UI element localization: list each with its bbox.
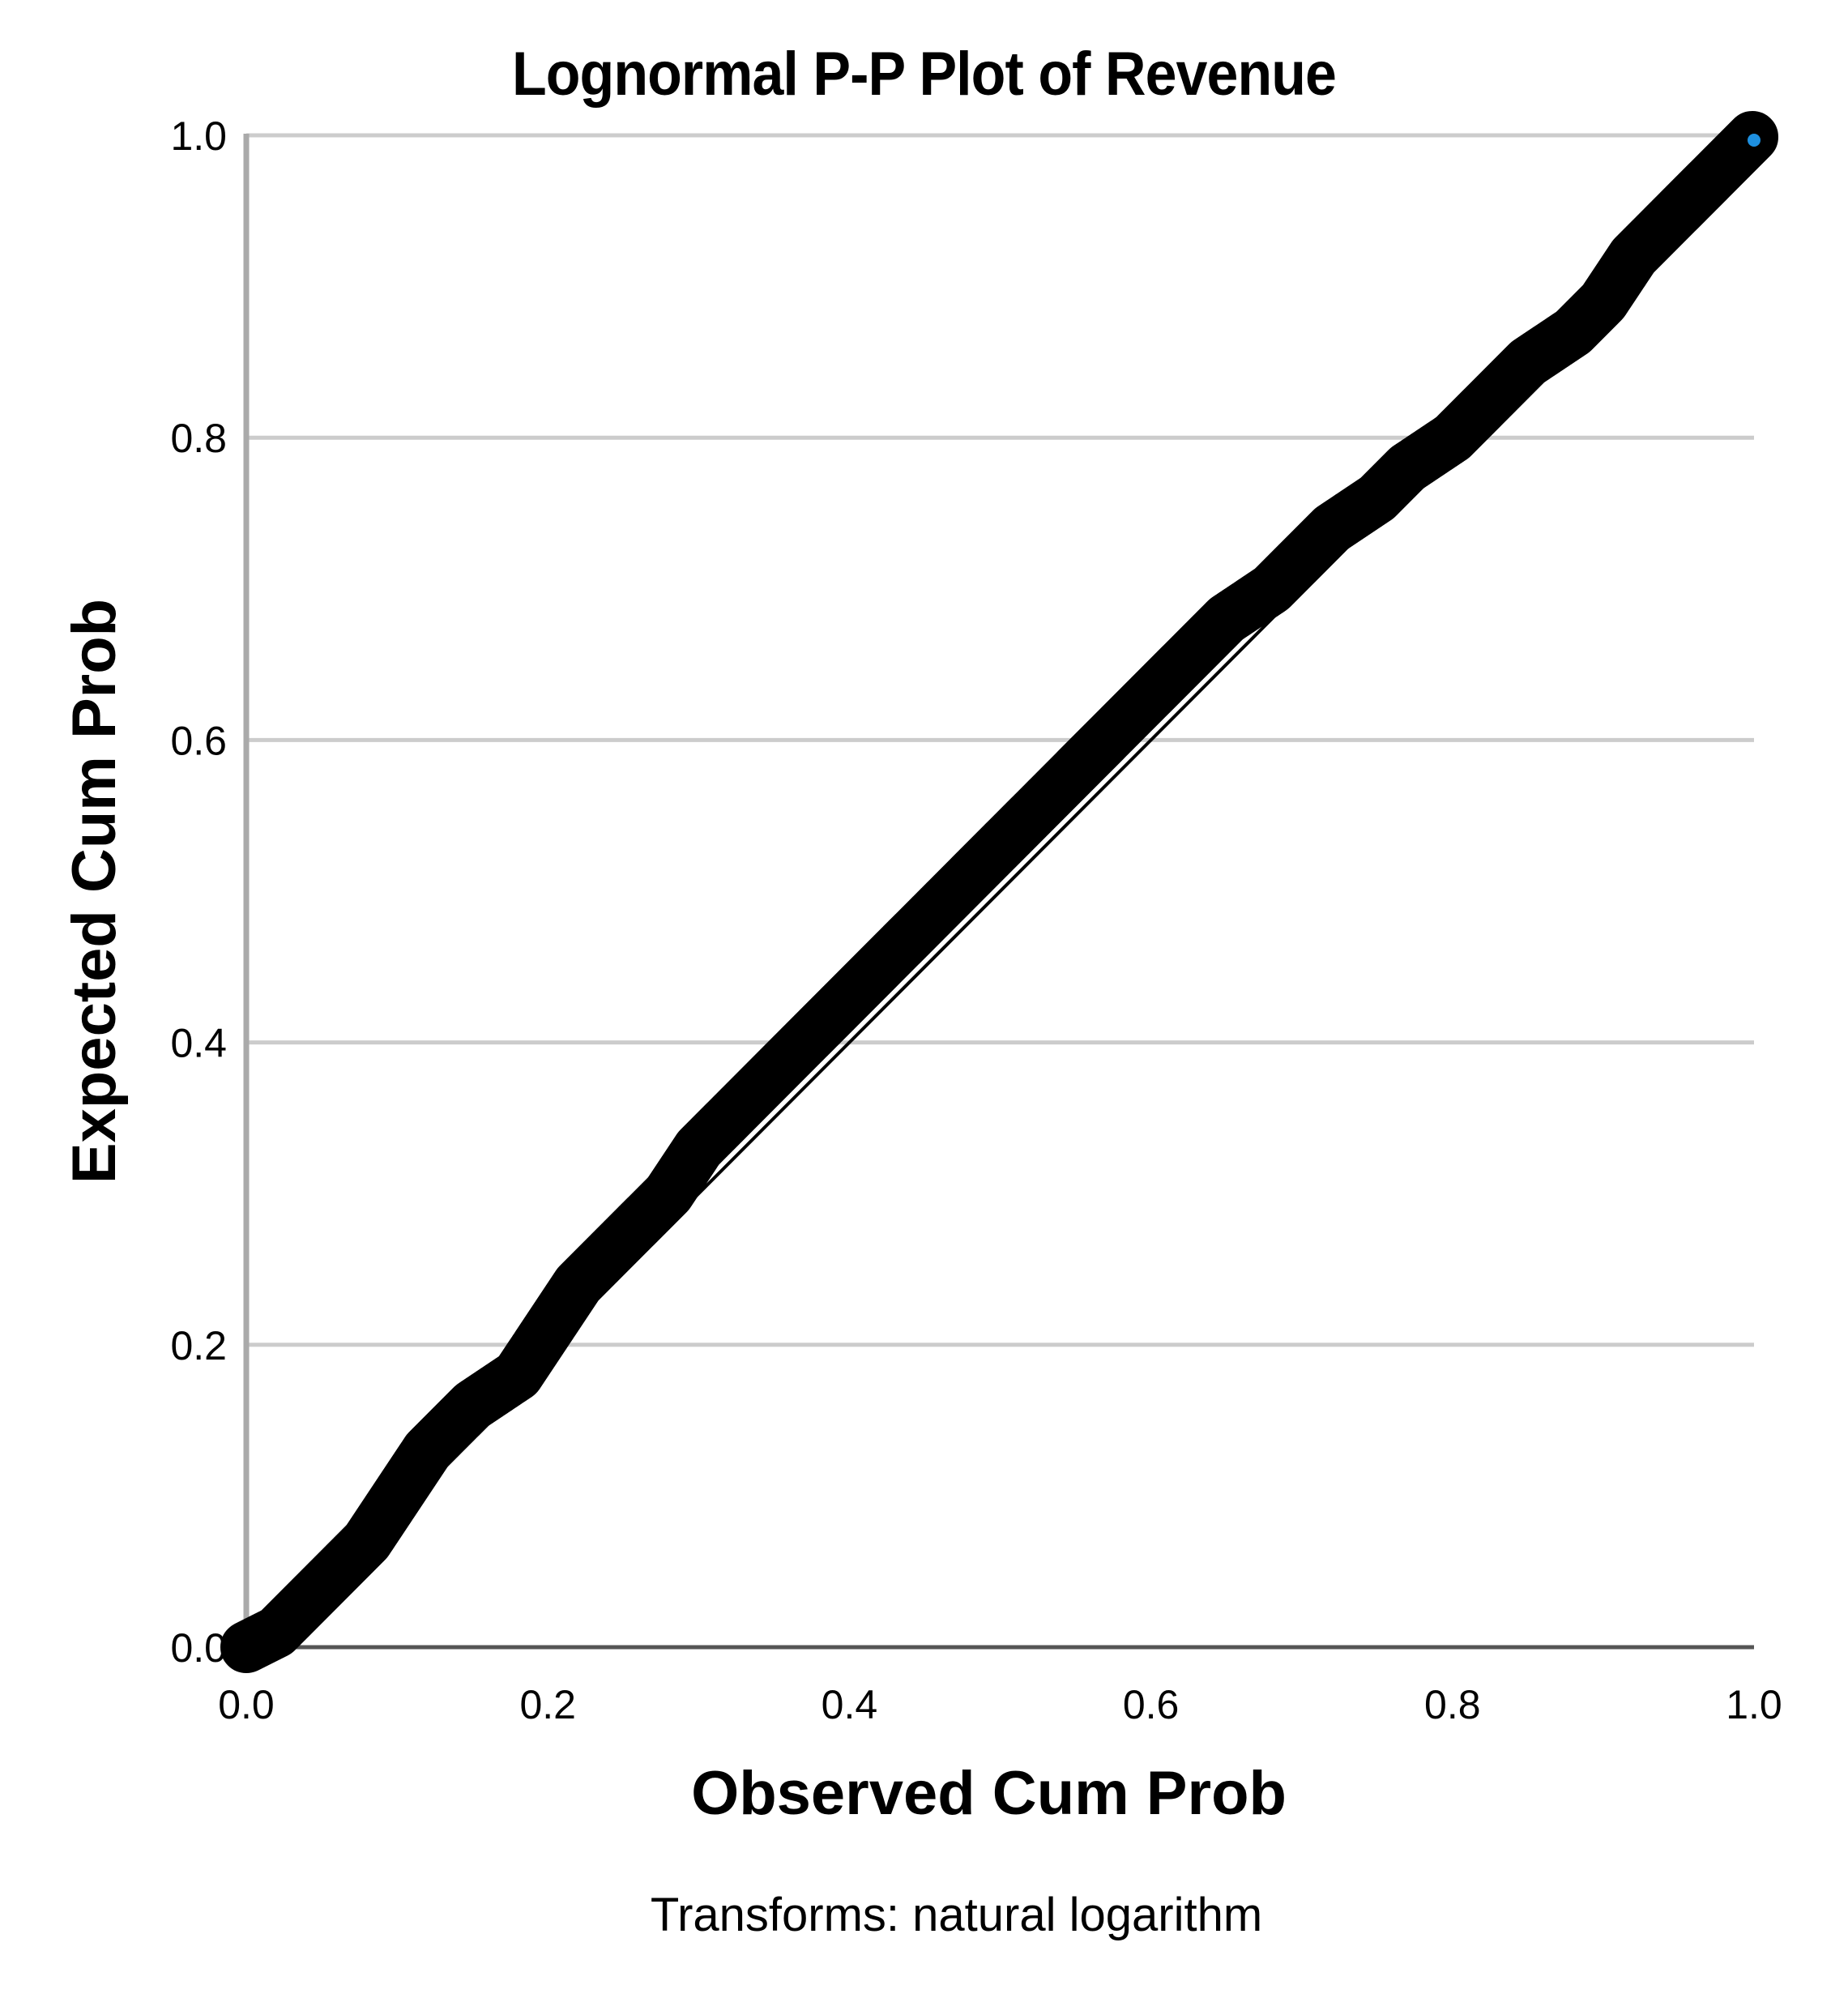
y-tick-label: 0.8 — [170, 416, 227, 461]
tick-labels: 0.0 0.2 0.4 0.6 0.8 1.0 0.0 0.2 0.4 0.6 0.8 1.0 — [170, 113, 1782, 1727]
x-tick-label: 0.0 — [218, 1682, 275, 1727]
data-marker — [1726, 110, 1779, 163]
axes — [243, 134, 1754, 1650]
gridlines — [246, 133, 1754, 1347]
x-tick-label: 0.4 — [822, 1682, 878, 1727]
x-axis-label: Observed Cum Prob — [691, 1759, 1287, 1828]
chart-title: Lognormal P-P Plot of Revenue — [511, 40, 1337, 109]
y-tick-label: 1.0 — [170, 113, 227, 159]
transform-footnote: Transforms: natural logarithm — [650, 1889, 1263, 1941]
x-tick-label: 1.0 — [1726, 1682, 1782, 1727]
data-points — [220, 110, 1779, 1673]
y-tick-label: 0.6 — [170, 718, 227, 763]
y-tick-label: 0.0 — [170, 1625, 227, 1671]
x-tick-label: 0.8 — [1424, 1682, 1481, 1727]
highlight-marker — [1748, 134, 1761, 147]
y-tick-label: 0.2 — [170, 1323, 227, 1368]
x-tick-label: 0.2 — [519, 1682, 576, 1727]
y-tick-label: 0.4 — [170, 1021, 227, 1066]
x-tick-label: 0.6 — [1123, 1682, 1180, 1727]
